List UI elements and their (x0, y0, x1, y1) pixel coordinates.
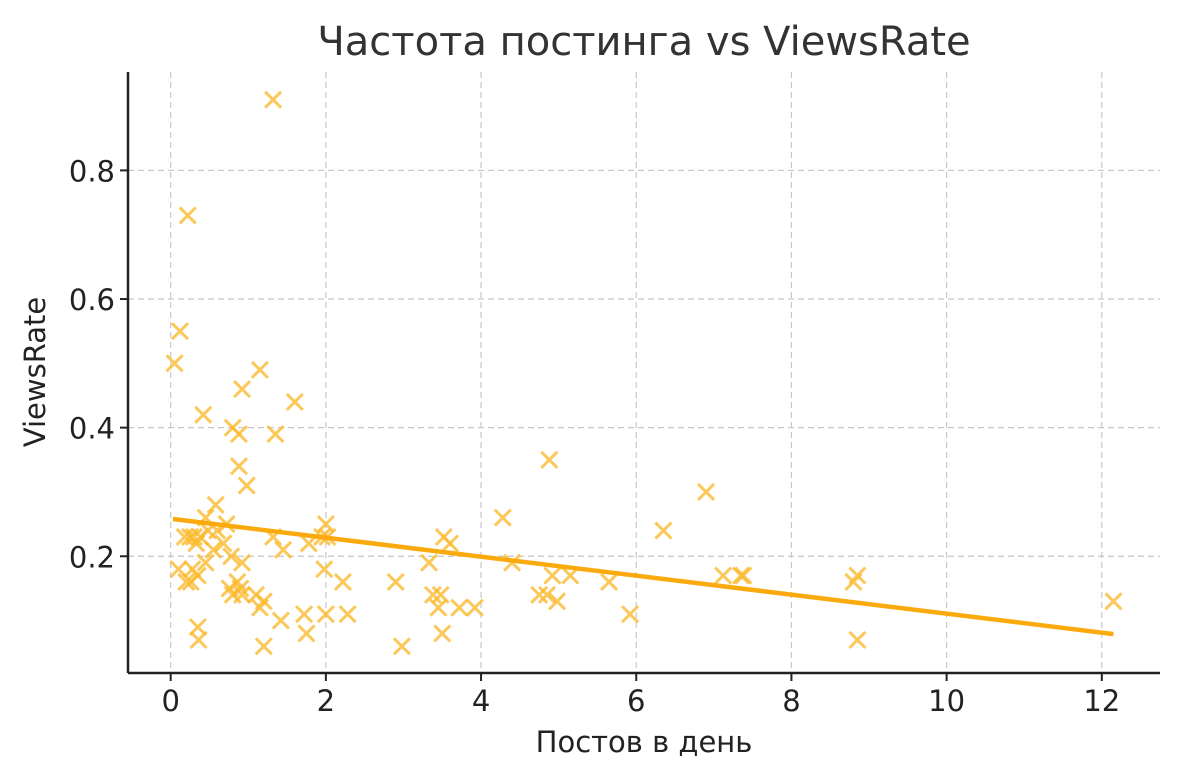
x-tick-label-0: 0 (161, 684, 179, 718)
data-point-7 (194, 405, 213, 424)
data-point-6 (285, 392, 304, 411)
y-tick-label-1: 0.4 (69, 412, 115, 446)
data-point-86 (1104, 592, 1123, 611)
data-point-25 (222, 547, 241, 566)
data-point-37 (233, 585, 252, 604)
data-points (165, 90, 1123, 656)
data-point-79 (697, 482, 716, 502)
trendline-group (172, 516, 1114, 637)
data-point-85 (848, 630, 867, 649)
data-point-70 (530, 585, 549, 604)
data-point-54 (316, 605, 335, 624)
data-point-52 (333, 572, 352, 592)
data-point-67 (465, 598, 484, 617)
data-point-27 (196, 553, 215, 572)
data-point-78 (654, 521, 673, 540)
data-point-60 (423, 585, 443, 604)
data-point-66 (450, 598, 469, 617)
data-point-4 (250, 360, 269, 379)
data-point-22 (214, 534, 233, 553)
y-ticks: 0.2 0.4 0.6 0.8 (69, 154, 128, 574)
data-point-62 (431, 585, 450, 604)
data-point-13 (206, 495, 225, 514)
data-point-43 (189, 630, 208, 649)
data-point-5 (233, 379, 252, 399)
chart-title: Частота постинга vs ViewsRate (317, 19, 970, 65)
data-point-1 (178, 206, 197, 225)
data-point-58 (392, 637, 411, 656)
data-point-68 (493, 508, 512, 527)
data-point-84 (848, 566, 867, 585)
data-point-26 (233, 553, 252, 572)
x-tick-label-3: 6 (627, 684, 645, 718)
x-tick-label-2: 4 (472, 684, 490, 718)
data-point-64 (440, 534, 460, 553)
data-point-0 (264, 90, 283, 109)
grid-lines (128, 72, 1160, 673)
data-point-81 (731, 566, 751, 585)
data-point-77 (620, 605, 640, 624)
data-point-51 (315, 560, 334, 579)
data-point-57 (386, 572, 405, 592)
data-point-23 (187, 534, 206, 553)
data-point-74 (548, 592, 567, 611)
data-point-31 (181, 572, 200, 592)
data-point-46 (274, 540, 293, 559)
data-point-80 (714, 566, 733, 585)
data-point-65 (433, 624, 452, 643)
x-axis-label: Постов в день (536, 725, 753, 759)
data-point-53 (295, 605, 314, 624)
data-point-55 (338, 605, 357, 624)
x-ticks: 0 2 4 6 8 10 12 (161, 673, 1120, 718)
y-tick-label-3: 0.8 (69, 154, 115, 188)
data-point-2 (170, 322, 190, 341)
y-axis-label: ViewsRate (18, 297, 52, 447)
data-point-9 (229, 425, 249, 444)
y-tick-label-2: 0.6 (69, 283, 115, 317)
data-point-21 (175, 527, 194, 547)
x-tick-label-4: 8 (782, 684, 800, 718)
data-point-59 (420, 553, 439, 572)
x-tick-label-5: 10 (928, 684, 965, 718)
data-point-12 (237, 476, 256, 495)
axes (126, 72, 1160, 675)
data-point-24 (204, 540, 223, 559)
data-point-41 (271, 611, 290, 630)
data-point-73 (543, 566, 562, 585)
data-point-71 (537, 585, 557, 604)
data-point-3 (165, 354, 184, 373)
data-point-72 (540, 450, 559, 469)
data-point-56 (297, 624, 316, 643)
data-point-40 (250, 598, 269, 617)
data-point-10 (266, 425, 285, 444)
data-point-11 (229, 457, 249, 476)
trendline (172, 516, 1114, 637)
x-tick-label-6: 12 (1083, 684, 1120, 718)
x-tick-label-1: 2 (317, 684, 335, 718)
data-point-32 (177, 572, 196, 592)
y-tick-label-0: 0.2 (69, 540, 115, 574)
data-point-82 (734, 566, 753, 585)
data-point-76 (600, 572, 619, 592)
data-point-44 (254, 637, 273, 656)
